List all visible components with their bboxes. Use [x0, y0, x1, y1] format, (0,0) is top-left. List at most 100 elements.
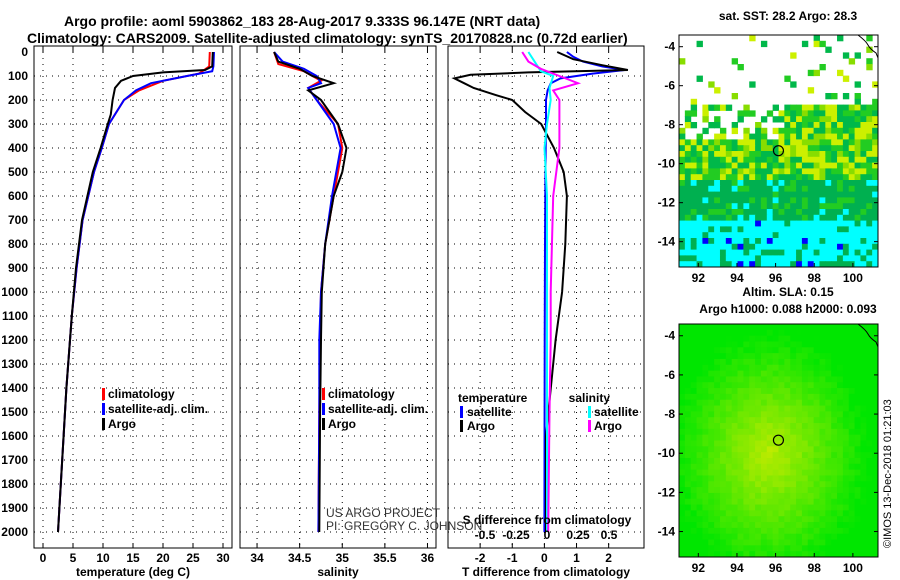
sla-cell [772, 353, 779, 360]
sla-cell [860, 341, 867, 348]
sst-cell [807, 214, 815, 222]
sla-cell [749, 516, 756, 523]
sst-cell [784, 151, 791, 158]
sla-cell [755, 469, 762, 476]
sst-cell [714, 139, 721, 146]
sst-cell [866, 168, 873, 175]
sst-cell [725, 145, 733, 152]
sst-cell [714, 104, 721, 111]
sla-cell [760, 463, 768, 471]
sla-cell [837, 475, 844, 482]
sst-cell [690, 232, 698, 239]
sst-cell [731, 122, 739, 129]
sla-cell [749, 329, 756, 337]
sst-cell [766, 249, 774, 256]
sst-cell [684, 122, 692, 129]
sla-cell [784, 411, 791, 418]
sla-cell [842, 533, 850, 541]
sla-cell [848, 457, 856, 465]
sla-cell [684, 434, 692, 441]
sst-cell [749, 203, 756, 210]
map-x-tick-label: 94 [730, 561, 744, 575]
sst-cell [684, 139, 692, 146]
sst-cell [784, 255, 791, 262]
sst-cell [778, 209, 785, 216]
sst-cell [790, 127, 797, 135]
sst-cell [714, 145, 721, 152]
sla-cell [837, 469, 844, 476]
sla-cell [725, 393, 733, 401]
sla-cell [807, 329, 815, 337]
sst-cell [714, 232, 721, 239]
sla-cell [790, 434, 797, 441]
sst-cell [714, 191, 721, 198]
sst-cell [807, 203, 815, 210]
sst-cell [725, 232, 733, 239]
sst-cell [743, 214, 750, 222]
sla-cell [790, 347, 797, 354]
sla-cell [760, 376, 768, 383]
sst-cell [743, 168, 750, 175]
sst-cell [854, 261, 861, 268]
sla-cell [772, 341, 779, 348]
sla-cell [702, 364, 709, 372]
sst-cell [749, 226, 756, 233]
sla-cell [772, 463, 779, 471]
y-tick-label: 700 [8, 213, 28, 227]
sst-cell [831, 162, 838, 169]
map-frame-1 [678, 323, 879, 558]
sst-cell [772, 151, 779, 158]
sst-cell [778, 162, 785, 169]
sla-cell [848, 539, 856, 546]
sla-cell [725, 545, 733, 552]
sst-cell [784, 185, 791, 193]
y-tick-label: 1200 [1, 333, 28, 347]
sla-cell [842, 469, 850, 476]
sla-cell [866, 492, 873, 500]
sla-cell [731, 481, 739, 488]
sla-cell [796, 329, 803, 337]
sla-cell [719, 446, 727, 453]
sst-cell [807, 255, 815, 262]
sst-cell [772, 214, 779, 222]
sst-cell [842, 127, 850, 135]
sst-cell [743, 261, 750, 268]
sst-cell [696, 156, 703, 164]
sst-cell [737, 139, 744, 146]
sla-cell [813, 405, 820, 412]
sst-cell [725, 220, 733, 227]
sst-cell [825, 226, 832, 233]
sst-cell [731, 203, 739, 210]
sla-cell [813, 324, 820, 331]
sst-cell [702, 151, 709, 158]
sst-cell [790, 185, 797, 193]
sla-cell [819, 370, 826, 377]
sla-cell [772, 475, 779, 482]
sla-cell [801, 457, 809, 465]
sla-cell [760, 533, 768, 541]
sla-cell [860, 533, 867, 541]
sla-cell [872, 504, 879, 511]
sla-cell [813, 423, 820, 430]
sst-cell [679, 238, 686, 245]
sst-cell [690, 110, 698, 117]
sst-cell [866, 220, 873, 227]
sst-cell [714, 174, 721, 181]
sla-cell [766, 353, 774, 360]
sla-cell [696, 335, 703, 342]
series-climatology [273, 51, 344, 533]
sla-cell [690, 353, 698, 360]
sst-cell [831, 133, 838, 140]
sla-cell [719, 533, 727, 541]
sst-cell [819, 191, 826, 198]
sst-cell [837, 156, 844, 164]
sla-cell [778, 393, 785, 401]
sst-cell [760, 238, 768, 245]
sla-cell [848, 329, 856, 337]
sst-cell [807, 116, 815, 123]
sla-cell [837, 527, 844, 535]
sla-cell [813, 376, 820, 383]
sla-cell [755, 423, 762, 430]
sst-cell [807, 232, 815, 239]
sla-cell [790, 335, 797, 342]
